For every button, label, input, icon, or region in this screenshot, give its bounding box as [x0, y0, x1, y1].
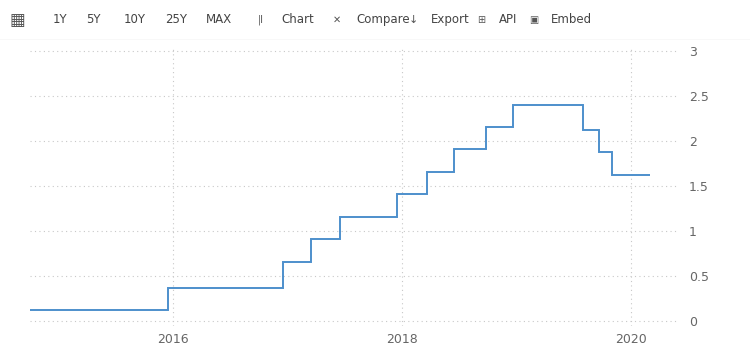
Text: API: API — [499, 14, 517, 26]
Text: Compare: Compare — [356, 14, 410, 26]
Text: ▣: ▣ — [530, 15, 538, 25]
Text: 5Y: 5Y — [86, 14, 100, 26]
Text: Chart: Chart — [281, 14, 314, 26]
Text: 1Y: 1Y — [53, 14, 68, 26]
Text: 10Y: 10Y — [124, 14, 146, 26]
Text: |l: |l — [258, 15, 264, 25]
Text: MAX: MAX — [206, 14, 232, 26]
Text: Export: Export — [431, 14, 470, 26]
Text: ↓: ↓ — [409, 15, 419, 25]
Text: ▦: ▦ — [10, 11, 26, 29]
Text: 25Y: 25Y — [165, 14, 187, 26]
Text: Embed: Embed — [551, 14, 592, 26]
Text: ✕: ✕ — [333, 15, 341, 25]
Text: ⊞: ⊞ — [477, 15, 485, 25]
